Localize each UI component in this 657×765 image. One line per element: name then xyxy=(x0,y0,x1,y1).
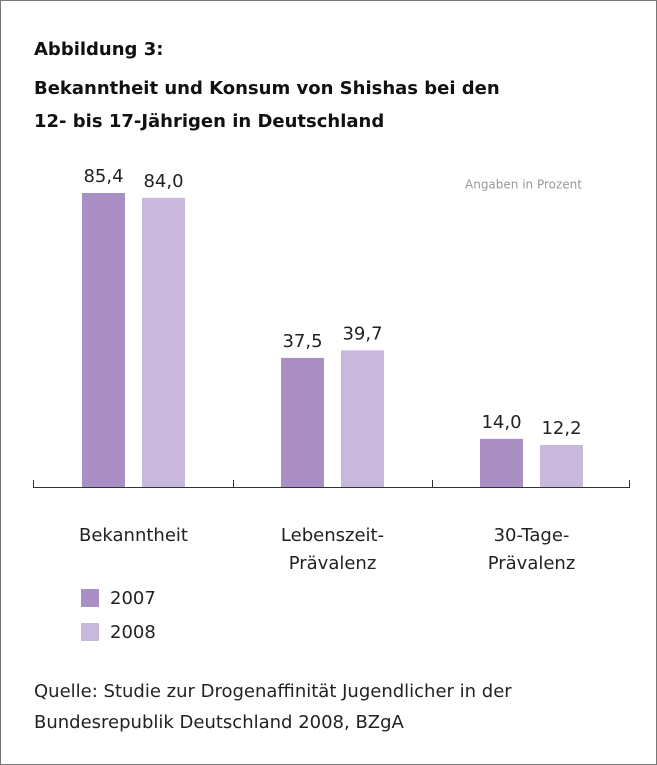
x-tick-label: 30-Tage-Prävalenz xyxy=(488,525,576,574)
bar xyxy=(480,438,523,487)
source: Quelle: Studie zur Drogenaffinität Jugen… xyxy=(34,681,512,733)
x-tick-label: Bekanntheit xyxy=(79,525,188,546)
bar xyxy=(281,357,324,487)
value-label: 12,2 xyxy=(541,418,581,439)
chart-title: Bekanntheit und Konsum von Shishas bei d… xyxy=(34,78,500,132)
value-label: 39,7 xyxy=(342,323,382,344)
note: Angaben in Prozent xyxy=(465,178,582,192)
bar xyxy=(142,197,185,487)
axis xyxy=(33,480,630,488)
legend-label: 2008 xyxy=(110,622,156,643)
legend-swatch xyxy=(81,589,99,607)
value-label: 14,0 xyxy=(481,412,521,433)
value-label: 84,0 xyxy=(143,171,183,192)
bar xyxy=(82,193,125,487)
x-tick-label: Lebenszeit-Prävalenz xyxy=(281,525,384,574)
bar xyxy=(540,445,583,487)
legend-swatch xyxy=(81,623,99,641)
figure-label: Abbildung 3: xyxy=(34,39,164,60)
value-label: 85,4 xyxy=(83,166,123,187)
legend-label: 2007 xyxy=(110,588,156,609)
bar xyxy=(341,350,384,487)
value-label: 37,5 xyxy=(282,331,322,352)
